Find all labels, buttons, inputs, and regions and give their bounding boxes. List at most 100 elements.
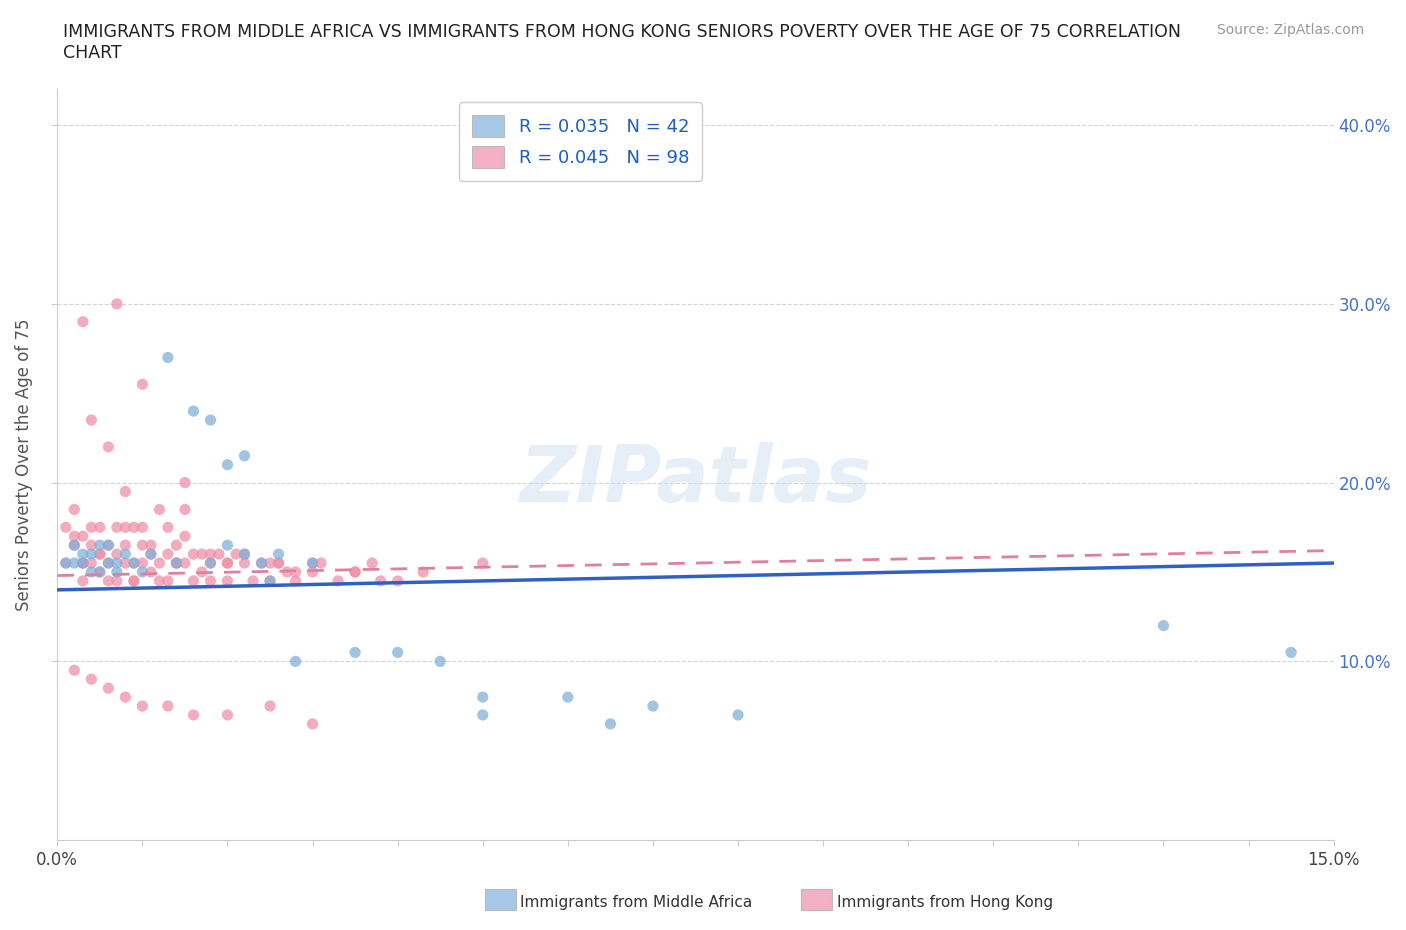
Point (80, 520, 103, 535)
Point (156, 350, 179, 365)
Point (105, 520, 128, 535)
Point (63, 538, 86, 552)
Point (165, 555, 187, 570)
Point (233, 448, 256, 463)
Point (131, 520, 153, 535)
Point (326, 574, 349, 589)
Point (148, 502, 170, 517)
Legend: R = 0.035   N = 42, R = 0.045   N = 98: R = 0.035 N = 42, R = 0.045 N = 98 (460, 102, 702, 180)
Point (191, 547, 214, 562)
Point (217, 555, 239, 570)
Point (114, 520, 136, 535)
Point (174, 555, 197, 570)
Point (233, 547, 256, 562)
Point (89, 538, 111, 552)
Point (727, 708, 749, 723)
Point (80, 547, 103, 562)
Point (156, 547, 179, 562)
Point (89, 565, 111, 579)
Point (139, 547, 162, 562)
Point (1152, 618, 1174, 633)
Point (200, 574, 222, 589)
Point (387, 574, 409, 589)
Point (1279, 645, 1302, 660)
Point (165, 538, 187, 552)
Point (89, 547, 111, 562)
Point (105, 574, 128, 589)
Point (471, 555, 494, 570)
Point (97, 538, 120, 552)
Point (114, 690, 136, 705)
Point (267, 547, 290, 562)
Point (412, 565, 434, 579)
Point (284, 574, 307, 589)
Point (63, 502, 86, 517)
Point (63, 538, 86, 552)
Point (301, 555, 323, 570)
Point (97, 538, 120, 552)
Point (301, 565, 323, 579)
Point (183, 547, 205, 562)
Point (183, 404, 205, 418)
Text: Immigrants from Hong Kong: Immigrants from Hong Kong (837, 895, 1053, 910)
Point (72, 555, 94, 570)
Point (301, 555, 323, 570)
Point (641, 698, 664, 713)
Point (217, 555, 239, 570)
Point (208, 547, 231, 562)
Point (174, 475, 197, 490)
Point (233, 555, 256, 570)
Point (105, 547, 128, 562)
Point (97, 440, 120, 455)
Point (148, 574, 170, 589)
Point (55, 555, 77, 570)
Y-axis label: Seniors Poverty Over the Age of 75: Seniors Poverty Over the Age of 75 (15, 318, 32, 611)
Point (284, 654, 307, 669)
Text: Source: ZipAtlas.com: Source: ZipAtlas.com (1216, 23, 1364, 37)
Point (80, 565, 103, 579)
Point (72, 574, 94, 589)
Point (72, 555, 94, 570)
Point (63, 555, 86, 570)
Point (55, 520, 77, 535)
Point (156, 698, 179, 713)
Point (139, 565, 162, 579)
Point (80, 413, 103, 428)
Point (72, 529, 94, 544)
Point (557, 690, 579, 705)
Point (114, 538, 136, 552)
Point (72, 555, 94, 570)
Point (191, 565, 214, 579)
Point (72, 314, 94, 329)
Point (361, 555, 384, 570)
Point (156, 520, 179, 535)
Point (250, 555, 273, 570)
Point (165, 555, 187, 570)
Point (217, 574, 239, 589)
Point (217, 538, 239, 552)
Point (55, 555, 77, 570)
Point (284, 565, 307, 579)
Point (200, 555, 222, 570)
Text: IMMIGRANTS FROM MIDDLE AFRICA VS IMMIGRANTS FROM HONG KONG SENIORS POVERTY OVER : IMMIGRANTS FROM MIDDLE AFRICA VS IMMIGRA… (63, 23, 1181, 62)
Point (80, 555, 103, 570)
Point (344, 565, 367, 579)
Point (122, 520, 145, 535)
Point (89, 520, 111, 535)
Point (97, 681, 120, 696)
Point (344, 645, 367, 660)
Point (267, 555, 290, 570)
Point (183, 574, 205, 589)
Point (267, 555, 290, 570)
Point (242, 574, 264, 589)
Point (72, 547, 94, 562)
Point (105, 297, 128, 312)
Point (471, 708, 494, 723)
Point (259, 574, 281, 589)
Point (122, 555, 145, 570)
Point (80, 671, 103, 686)
Point (89, 547, 111, 562)
Point (344, 565, 367, 579)
Point (148, 555, 170, 570)
Point (131, 555, 153, 570)
